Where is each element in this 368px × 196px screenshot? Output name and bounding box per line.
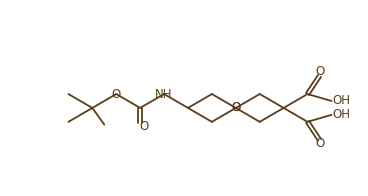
Text: OH: OH: [332, 108, 350, 121]
Text: OH: OH: [332, 94, 350, 107]
Text: O: O: [231, 101, 240, 114]
Text: O: O: [316, 137, 325, 150]
Text: O: O: [139, 120, 149, 133]
Text: NH: NH: [155, 88, 173, 101]
Text: O: O: [112, 88, 121, 101]
Text: O: O: [316, 65, 325, 78]
Text: O: O: [231, 101, 240, 114]
